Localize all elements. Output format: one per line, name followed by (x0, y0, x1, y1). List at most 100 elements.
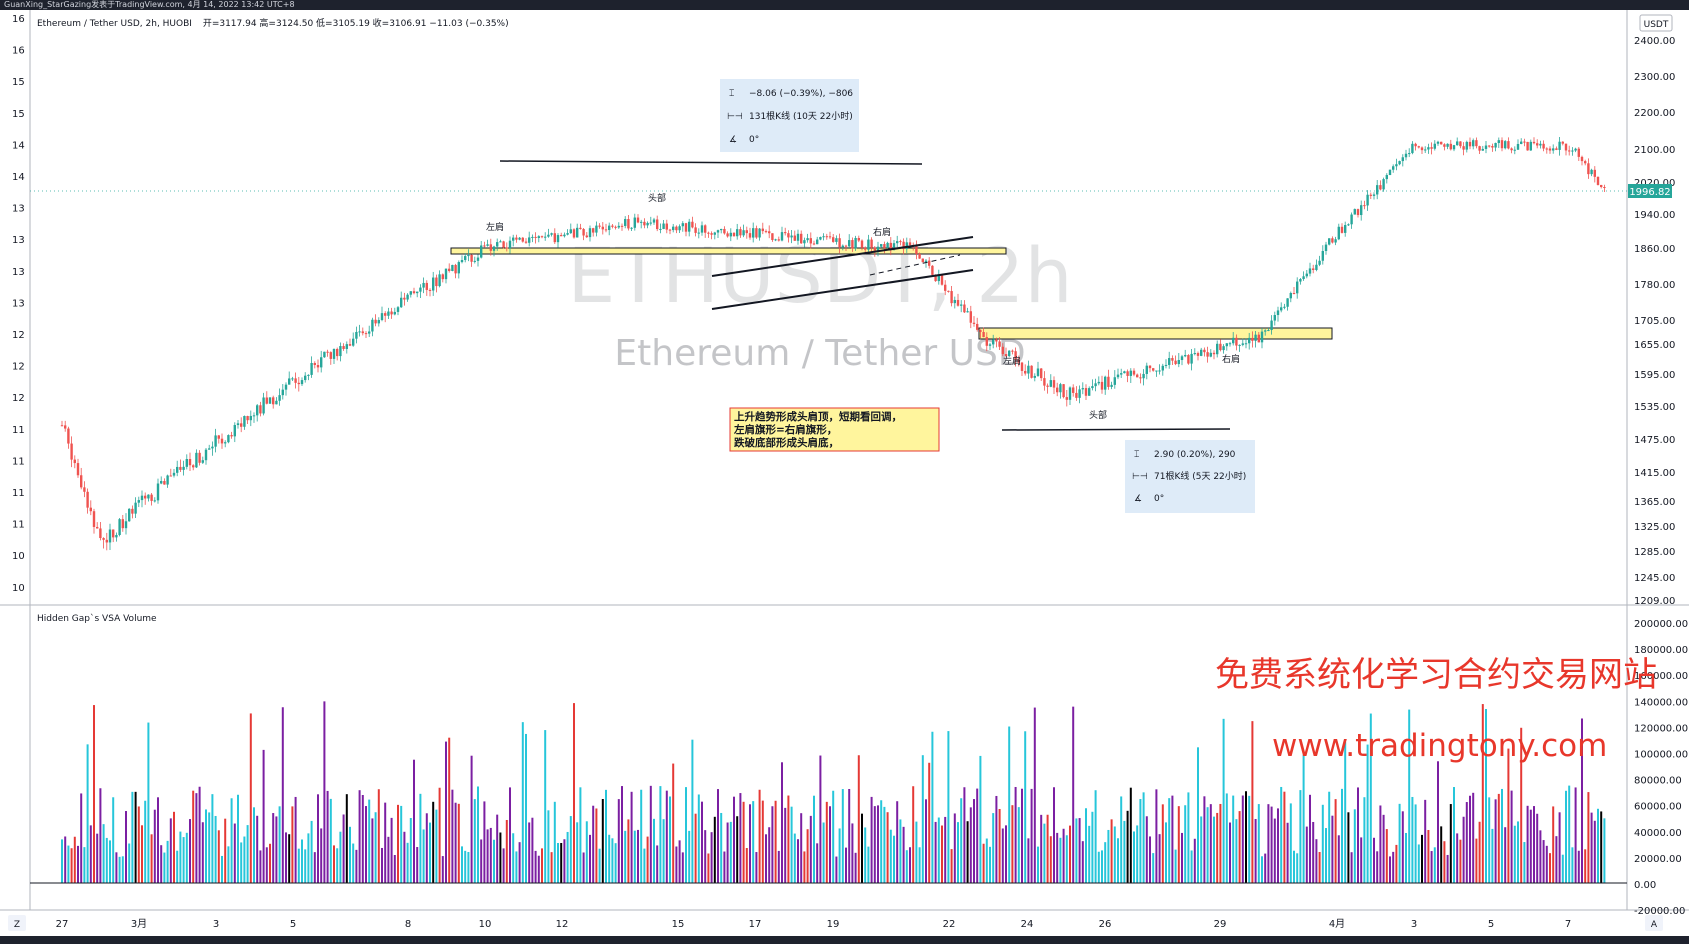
candle-body (323, 351, 326, 358)
candle-body (768, 231, 771, 234)
candle-body (1088, 388, 1091, 396)
candle-body (694, 227, 697, 233)
volume-bar (973, 799, 975, 883)
candle-body (880, 244, 883, 247)
currency-badge[interactable] (1639, 14, 1673, 32)
time-axis-label: 27 (56, 919, 69, 930)
left-price-axis[interactable]: 16 16 15 15 14 14 13 13 13 13 12 12 12 11 11 11 11 10 10 (12, 14, 25, 594)
volume-bar (509, 787, 511, 883)
volume-bar (1168, 798, 1171, 883)
flag-mid-dashed-line[interactable] (869, 254, 961, 276)
volume-bar (1593, 820, 1596, 883)
volume-bar (1577, 850, 1580, 883)
candle-body (867, 239, 870, 250)
volume-bar (899, 819, 902, 883)
analysis-note[interactable]: 上升趋势形成头肩顶，短期看回调， 左肩旗形=右肩旗形， 跌破底部形成头肩底， (729, 407, 940, 452)
promo-url[interactable]: www.tradingtony.com (1272, 728, 1607, 764)
candle-body (1155, 370, 1158, 372)
time-axis[interactable]: 27 3月 3 5 8 10 12 15 17 19 22 24 26 29 4月 3 5 7 (56, 918, 1572, 930)
volume-bar (83, 847, 86, 883)
auto-scale-button[interactable] (1645, 915, 1663, 931)
right-price-axis[interactable]: 2400.00 2300.00 2200.00 2100.00 2020.00 1940.… (1634, 36, 1675, 607)
candle-body (1123, 371, 1126, 374)
volume-bar (1347, 812, 1350, 883)
candle-body (339, 346, 342, 357)
candle-body (425, 282, 428, 290)
time-axis-label: 26 (1099, 919, 1112, 930)
candle-body (332, 348, 336, 359)
flag-lower-line[interactable] (711, 269, 974, 310)
volume-bar (582, 852, 585, 883)
volume-bar (822, 822, 825, 883)
candle-body (403, 297, 406, 300)
candle-body (892, 243, 896, 250)
bottom-measure-line[interactable] (1001, 428, 1231, 431)
zoom-axis-button[interactable] (8, 915, 26, 931)
volume-bar (307, 833, 310, 883)
candle-body (118, 519, 121, 535)
candle-body (1203, 349, 1206, 353)
volume-bar (1235, 819, 1238, 883)
bottom-neckline-zone[interactable] (978, 327, 1333, 340)
candle-body (1392, 166, 1395, 170)
candle-body (1206, 352, 1209, 357)
candle-body (249, 415, 252, 421)
candle-body (640, 221, 643, 223)
candle-body (131, 508, 134, 514)
candle-body (432, 277, 435, 291)
volume-bar (1369, 713, 1372, 883)
volume-bar (1334, 799, 1337, 883)
flag-upper-line[interactable] (711, 236, 974, 277)
candle-body (288, 378, 291, 385)
candle-body (508, 240, 512, 249)
volume-bar (470, 755, 473, 883)
candle-body (1558, 141, 1561, 150)
volume-bar (717, 789, 719, 883)
candle-body (944, 284, 947, 291)
volume-bars[interactable] (30, 701, 1627, 884)
volume-bar (1184, 805, 1187, 883)
volume-axis[interactable]: 200000.00 180000.00 160000.00 140000.00 1200… (1634, 619, 1688, 917)
candle-body (873, 247, 876, 251)
volume-bar (1427, 829, 1430, 883)
volume-bar (1104, 842, 1107, 883)
volume-bar (1245, 791, 1247, 883)
top-neckline-zone[interactable] (450, 247, 1007, 255)
volume-bar (1539, 830, 1542, 883)
candle-body (1017, 359, 1020, 363)
volume-bar (1587, 792, 1590, 883)
left-axis-label: 12 (12, 330, 25, 341)
candle-body (355, 331, 358, 339)
candle-body (1046, 385, 1049, 387)
volume-bar (195, 793, 198, 883)
candle-body (528, 237, 531, 243)
volume-bar (349, 826, 351, 883)
candle-body (1129, 370, 1132, 376)
volume-bar (848, 788, 851, 883)
price-axis-label: 1325.00 (1634, 522, 1675, 533)
left-axis-label: 15 (12, 77, 25, 88)
volume-bar (64, 836, 67, 883)
candle-body (774, 239, 777, 241)
candle-body (1571, 150, 1574, 152)
candle-body (1264, 330, 1267, 332)
volume-bar (841, 789, 844, 883)
volume-bar (1382, 814, 1385, 883)
candle-body (1401, 157, 1404, 162)
measure-tooltip-bottom[interactable]: ⌶ 2.90 (0.20%), 290 ⊢⊣ 71根K线 (5天 22小时) ∡… (1125, 440, 1255, 513)
volume-bar (326, 790, 329, 883)
volume-bar (1517, 821, 1519, 883)
candle-body (819, 237, 822, 240)
candlestick-series[interactable] (60, 137, 1606, 551)
measure-tooltip-top[interactable]: ⌶ −8.06 (−0.39%), −806 ⊢⊣ 131根K线 (10天 22… (720, 79, 859, 152)
volume-bar (851, 823, 854, 883)
volume-bar (1459, 839, 1462, 883)
candle-body (496, 242, 499, 247)
volume-bar (1078, 818, 1081, 883)
volume-bar (1158, 834, 1161, 883)
candle-body (448, 268, 451, 272)
volume-bar (1139, 799, 1142, 883)
volume-bar (1001, 828, 1004, 883)
top-measure-line[interactable] (499, 160, 923, 165)
